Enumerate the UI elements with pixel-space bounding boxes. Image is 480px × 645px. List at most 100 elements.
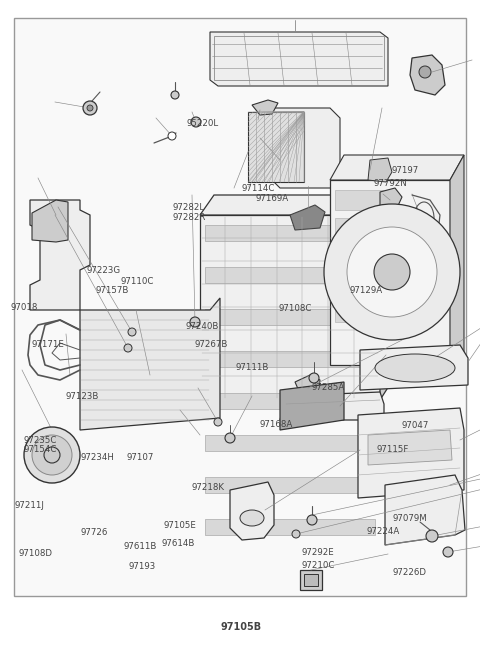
Polygon shape — [335, 246, 390, 266]
Text: 97211J: 97211J — [14, 501, 44, 510]
Polygon shape — [335, 302, 390, 322]
Polygon shape — [248, 112, 304, 182]
Text: 97282L: 97282L — [173, 203, 205, 212]
Text: 97108D: 97108D — [18, 549, 52, 558]
Polygon shape — [200, 195, 394, 215]
Polygon shape — [335, 190, 390, 210]
Polygon shape — [380, 195, 394, 400]
Text: 97168A: 97168A — [259, 420, 292, 429]
Text: 97234H: 97234H — [81, 453, 115, 462]
Text: 97105B: 97105B — [220, 622, 262, 632]
Polygon shape — [80, 298, 220, 430]
Polygon shape — [270, 108, 340, 188]
Ellipse shape — [40, 435, 50, 450]
Ellipse shape — [40, 460, 50, 474]
Text: 97157B: 97157B — [95, 286, 129, 295]
Text: 97197: 97197 — [392, 166, 419, 175]
Text: 97171E: 97171E — [32, 340, 64, 349]
Polygon shape — [230, 482, 274, 540]
Circle shape — [44, 447, 60, 463]
Ellipse shape — [58, 451, 74, 459]
Polygon shape — [385, 475, 465, 545]
Text: 97223G: 97223G — [86, 266, 120, 275]
Ellipse shape — [30, 451, 46, 459]
Circle shape — [24, 427, 80, 483]
Polygon shape — [280, 382, 344, 430]
Polygon shape — [380, 188, 402, 210]
Text: 97108C: 97108C — [278, 304, 312, 313]
Text: 97105E: 97105E — [163, 521, 196, 530]
Polygon shape — [360, 345, 468, 390]
Text: 97267B: 97267B — [195, 340, 228, 349]
Text: 97115F: 97115F — [376, 445, 408, 454]
Text: 97240B: 97240B — [185, 322, 219, 331]
Polygon shape — [280, 392, 384, 420]
Polygon shape — [205, 519, 375, 535]
Text: 97193: 97193 — [129, 562, 156, 571]
Circle shape — [426, 530, 438, 542]
Circle shape — [83, 101, 97, 115]
Text: 95220L: 95220L — [186, 119, 218, 128]
Polygon shape — [205, 267, 375, 283]
Text: 97792N: 97792N — [373, 179, 407, 188]
Text: 97226D: 97226D — [393, 568, 427, 577]
Polygon shape — [32, 200, 68, 242]
Text: 97107: 97107 — [127, 453, 154, 462]
Bar — [300, 570, 322, 590]
Text: 97285A: 97285A — [312, 383, 345, 392]
Polygon shape — [205, 309, 375, 325]
Text: 97154C: 97154C — [24, 445, 58, 454]
Text: 97129A: 97129A — [349, 286, 383, 295]
Circle shape — [309, 373, 319, 383]
Polygon shape — [252, 100, 278, 115]
Polygon shape — [205, 351, 375, 367]
Ellipse shape — [375, 354, 455, 382]
Text: 97210C: 97210C — [301, 561, 335, 570]
Polygon shape — [368, 430, 452, 465]
Text: 97611B: 97611B — [124, 542, 157, 551]
Circle shape — [443, 547, 453, 557]
Text: 97123B: 97123B — [65, 392, 99, 401]
Ellipse shape — [54, 435, 64, 450]
Circle shape — [307, 515, 317, 525]
Text: 97218K: 97218K — [192, 483, 225, 492]
Text: 97726: 97726 — [81, 528, 108, 537]
Circle shape — [87, 105, 93, 111]
Polygon shape — [450, 155, 464, 365]
Polygon shape — [330, 180, 450, 365]
Bar — [392, 260, 398, 274]
Text: 97292E: 97292E — [301, 548, 334, 557]
Text: 97114C: 97114C — [242, 184, 276, 193]
Circle shape — [128, 328, 136, 336]
Polygon shape — [420, 282, 440, 302]
Ellipse shape — [240, 510, 264, 526]
Polygon shape — [335, 218, 390, 238]
Circle shape — [168, 132, 176, 140]
Polygon shape — [210, 32, 388, 86]
Polygon shape — [330, 155, 464, 180]
Polygon shape — [290, 205, 325, 230]
Text: 97079M: 97079M — [393, 514, 427, 523]
Ellipse shape — [54, 460, 64, 474]
Polygon shape — [335, 274, 390, 294]
Circle shape — [171, 91, 179, 99]
Polygon shape — [30, 200, 90, 310]
Circle shape — [214, 418, 222, 426]
Text: 97614B: 97614B — [162, 539, 195, 548]
Text: 97282R: 97282R — [173, 213, 206, 222]
Circle shape — [124, 344, 132, 352]
Polygon shape — [205, 393, 375, 409]
Polygon shape — [205, 225, 375, 241]
Text: 97224A: 97224A — [367, 527, 400, 536]
Bar — [214, 36, 384, 80]
Polygon shape — [368, 158, 392, 182]
Text: 97018: 97018 — [11, 303, 38, 312]
Text: 97169A: 97169A — [255, 194, 288, 203]
Text: 97111B: 97111B — [235, 363, 269, 372]
Circle shape — [324, 204, 460, 340]
Text: 97110C: 97110C — [121, 277, 155, 286]
Polygon shape — [410, 55, 445, 95]
Circle shape — [347, 227, 437, 317]
Polygon shape — [358, 408, 464, 498]
Polygon shape — [200, 215, 380, 400]
